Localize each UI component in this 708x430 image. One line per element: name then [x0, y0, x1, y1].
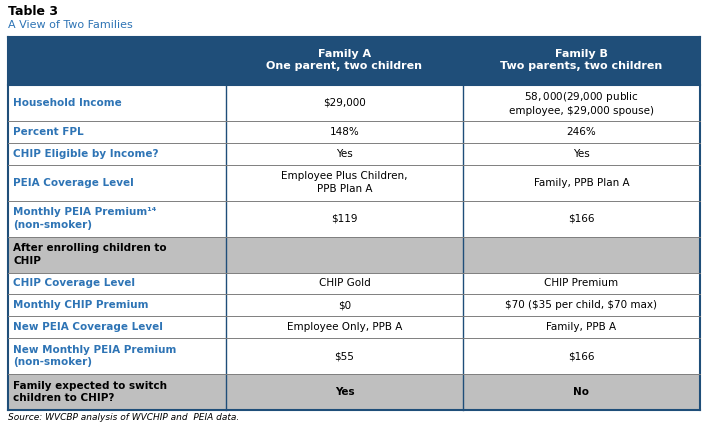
- Text: Employee Plus Children,
PPB Plan A: Employee Plus Children, PPB Plan A: [281, 172, 408, 194]
- Text: New Monthly PEIA Premium
(non-smoker): New Monthly PEIA Premium (non-smoker): [13, 345, 176, 367]
- Text: $119: $119: [331, 214, 358, 224]
- Text: Table 3: Table 3: [8, 5, 58, 18]
- Bar: [226, 121, 463, 143]
- Bar: [463, 121, 700, 143]
- Bar: [226, 201, 463, 236]
- Bar: [226, 143, 463, 165]
- Text: Family, PPB A: Family, PPB A: [547, 322, 617, 332]
- Text: A View of Two Families: A View of Two Families: [8, 20, 133, 30]
- Text: $0: $0: [338, 300, 351, 310]
- Text: PEIA Coverage Level: PEIA Coverage Level: [13, 178, 134, 187]
- Bar: [8, 165, 226, 201]
- Bar: [226, 338, 463, 374]
- Bar: [8, 273, 226, 295]
- Text: Yes: Yes: [335, 387, 354, 397]
- Bar: [8, 121, 226, 143]
- Text: Family, PPB Plan A: Family, PPB Plan A: [534, 178, 629, 187]
- Bar: [226, 295, 463, 316]
- Text: CHIP Premium: CHIP Premium: [544, 279, 619, 289]
- Bar: [463, 338, 700, 374]
- Bar: [226, 165, 463, 201]
- Text: Monthly PEIA Premium¹⁴
(non-smoker): Monthly PEIA Premium¹⁴ (non-smoker): [13, 207, 156, 230]
- Text: 148%: 148%: [330, 127, 360, 137]
- Bar: [226, 85, 463, 121]
- Bar: [226, 273, 463, 295]
- Text: After enrolling children to
CHIP: After enrolling children to CHIP: [13, 243, 166, 266]
- Text: Household Income: Household Income: [13, 98, 122, 108]
- Text: $166: $166: [569, 214, 595, 224]
- Bar: [463, 237, 700, 273]
- Bar: [226, 316, 463, 338]
- Text: Source: WVCBP analysis of WVCHIP and  PEIA data.: Source: WVCBP analysis of WVCHIP and PEI…: [8, 413, 239, 422]
- Text: Family expected to switch
children to CHIP?: Family expected to switch children to CH…: [13, 381, 167, 403]
- Text: Family B
Two parents, two children: Family B Two parents, two children: [501, 49, 663, 71]
- Bar: [8, 295, 226, 316]
- Bar: [463, 85, 700, 121]
- Bar: [463, 316, 700, 338]
- Text: Monthly CHIP Premium: Monthly CHIP Premium: [13, 300, 149, 310]
- Text: Family A
One parent, two children: Family A One parent, two children: [266, 49, 423, 71]
- Text: Percent FPL: Percent FPL: [13, 127, 84, 137]
- Text: CHIP Gold: CHIP Gold: [319, 279, 370, 289]
- Bar: [226, 374, 463, 410]
- Bar: [8, 201, 226, 236]
- Text: Yes: Yes: [336, 149, 353, 159]
- Text: New PEIA Coverage Level: New PEIA Coverage Level: [13, 322, 163, 332]
- Bar: [463, 143, 700, 165]
- Text: $58,000 ($29,000 public
employee, $29,000 spouse): $58,000 ($29,000 public employee, $29,00…: [509, 90, 654, 116]
- Text: $55: $55: [335, 351, 355, 361]
- Bar: [8, 143, 226, 165]
- Bar: [8, 338, 226, 374]
- Text: 246%: 246%: [566, 127, 596, 137]
- Bar: [8, 85, 226, 121]
- Text: CHIP Coverage Level: CHIP Coverage Level: [13, 279, 135, 289]
- Text: $29,000: $29,000: [323, 98, 366, 108]
- Text: Employee Only, PPB A: Employee Only, PPB A: [287, 322, 402, 332]
- Bar: [8, 374, 226, 410]
- Bar: [8, 37, 700, 85]
- Bar: [8, 316, 226, 338]
- Bar: [226, 237, 463, 273]
- Text: CHIP Eligible by Income?: CHIP Eligible by Income?: [13, 149, 159, 159]
- Text: $166: $166: [569, 351, 595, 361]
- Bar: [463, 201, 700, 236]
- Text: $70 ($35 per child, $70 max): $70 ($35 per child, $70 max): [506, 300, 658, 310]
- Bar: [8, 237, 226, 273]
- Bar: [463, 165, 700, 201]
- Text: No: No: [573, 387, 590, 397]
- Bar: [463, 374, 700, 410]
- Bar: [463, 273, 700, 295]
- Text: Yes: Yes: [573, 149, 590, 159]
- Bar: [463, 295, 700, 316]
